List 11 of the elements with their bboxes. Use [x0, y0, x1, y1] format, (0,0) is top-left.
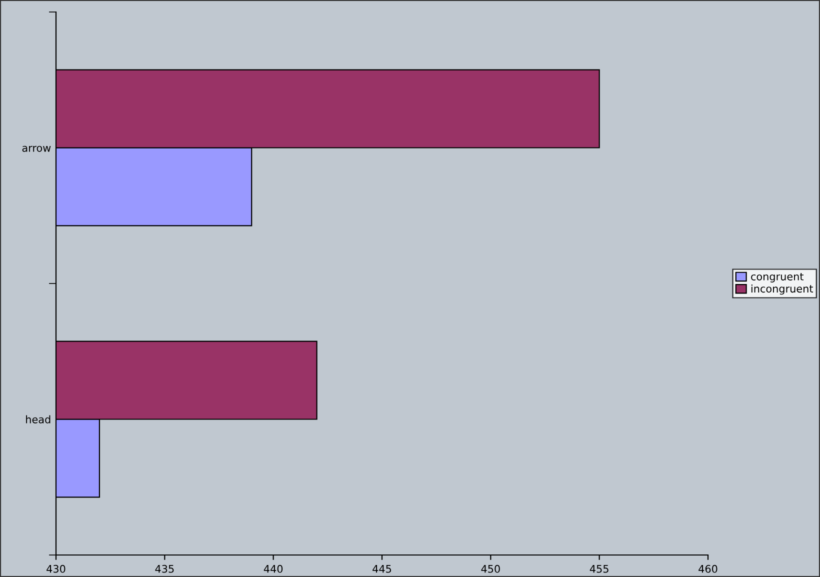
legend-label: incongruent	[751, 284, 814, 295]
legend-label: congruent	[751, 272, 804, 282]
x-tick-label: 430	[46, 564, 66, 573]
y-tick-label: arrow	[22, 146, 51, 152]
x-tick-label: 450	[481, 564, 500, 573]
x-tick-label: 440	[264, 564, 283, 573]
x-tick-label: 435	[155, 564, 174, 573]
y-tick-label: head	[26, 415, 50, 424]
x-tick-label: 460	[698, 564, 718, 573]
x-tick-label: 455	[590, 565, 608, 573]
x-tick-label: 445	[372, 565, 392, 573]
